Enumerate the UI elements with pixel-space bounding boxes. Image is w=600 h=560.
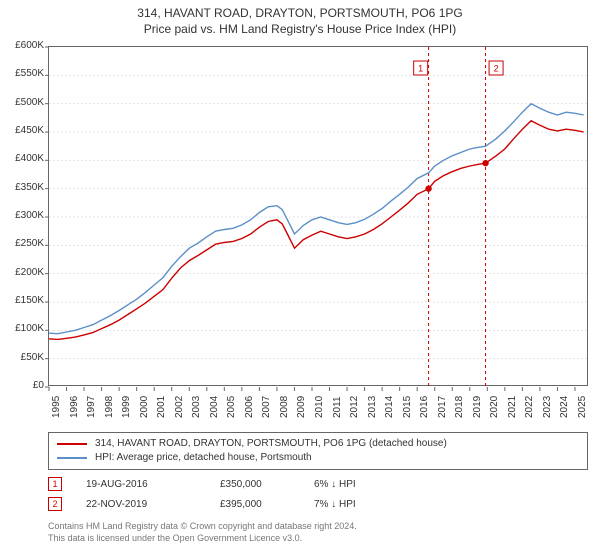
marker-diff: 7% ↓ HPI [314,499,424,510]
marker-diff: 6% ↓ HPI [314,479,424,490]
x-tick-label: 2009 [296,396,307,418]
x-tick-label: 2001 [156,396,167,418]
x-tick-label: 2024 [559,396,570,418]
y-tick-label: £150K [0,295,44,306]
x-tick-label: 1999 [121,396,132,418]
x-tick-label: 2015 [402,396,413,418]
x-tick-label: 2013 [367,396,378,418]
legend-item: HPI: Average price, detached house, Port… [57,451,579,465]
marker-price: £350,000 [220,479,290,490]
marker-date: 19-AUG-2016 [86,479,196,490]
y-tick-label: £250K [0,238,44,249]
x-tick-label: 2005 [226,396,237,418]
y-tick-label: £0 [0,380,44,391]
x-tick-label: 2020 [489,396,500,418]
x-tick-label: 1996 [69,396,80,418]
y-tick-label: £600K [0,40,44,51]
legend-label: HPI: Average price, detached house, Port… [95,451,312,465]
x-tick-label: 2014 [384,396,395,418]
x-tick-label: 2008 [279,396,290,418]
y-tick-label: £200K [0,267,44,278]
marker-row: 1 19-AUG-2016 £350,000 6% ↓ HPI [48,474,588,494]
footnote: Contains HM Land Registry data © Crown c… [48,520,588,544]
legend: 314, HAVANT ROAD, DRAYTON, PORTSMOUTH, P… [48,432,588,470]
x-tick-label: 2018 [454,396,465,418]
x-tick-label: 2010 [314,396,325,418]
x-tick-label: 2022 [524,396,535,418]
chart-title: 314, HAVANT ROAD, DRAYTON, PORTSMOUTH, P… [0,0,600,20]
x-tick-label: 2023 [542,396,553,418]
footnote-line: This data is licensed under the Open Gov… [48,532,588,544]
y-tick-label: £350K [0,182,44,193]
x-tick-label: 1995 [51,396,62,418]
legend-item: 314, HAVANT ROAD, DRAYTON, PORTSMOUTH, P… [57,437,579,451]
y-tick-label: £450K [0,125,44,136]
chart-svg: 12 [49,47,587,385]
marker-number-box: 1 [48,477,62,491]
x-tick-label: 2016 [419,396,430,418]
y-tick-label: £400K [0,153,44,164]
marker-price: £395,000 [220,499,290,510]
y-tick-label: £50K [0,352,44,363]
x-tick-label: 2004 [209,396,220,418]
y-tick-label: £550K [0,68,44,79]
legend-swatch [57,457,87,459]
x-tick-label: 2006 [244,396,255,418]
legend-swatch [57,443,87,445]
x-tick-label: 2021 [507,396,518,418]
x-tick-label: 2007 [261,396,272,418]
svg-text:2: 2 [494,63,499,73]
y-tick-label: £500K [0,97,44,108]
x-tick-label: 1997 [86,396,97,418]
chart-subtitle: Price paid vs. HM Land Registry's House … [0,20,600,40]
y-tick-label: £100K [0,323,44,334]
footnote-line: Contains HM Land Registry data © Crown c… [48,520,588,532]
x-tick-label: 2017 [437,396,448,418]
x-tick-label: 1998 [104,396,115,418]
x-tick-label: 2025 [577,396,588,418]
x-tick-label: 2011 [332,396,343,418]
marker-date: 22-NOV-2019 [86,499,196,510]
marker-row: 2 22-NOV-2019 £395,000 7% ↓ HPI [48,494,588,514]
x-tick-label: 2003 [191,396,202,418]
chart-plot-area: 12 [48,46,588,386]
x-tick-label: 2019 [472,396,483,418]
x-tick-label: 2002 [174,396,185,418]
svg-text:1: 1 [418,63,423,73]
legend-label: 314, HAVANT ROAD, DRAYTON, PORTSMOUTH, P… [95,437,447,451]
x-tick-label: 2012 [349,396,360,418]
y-tick-label: £300K [0,210,44,221]
marker-table: 1 19-AUG-2016 £350,000 6% ↓ HPI 2 22-NOV-2019… [48,474,588,514]
marker-number-box: 2 [48,497,62,511]
x-tick-label: 2000 [139,396,150,418]
